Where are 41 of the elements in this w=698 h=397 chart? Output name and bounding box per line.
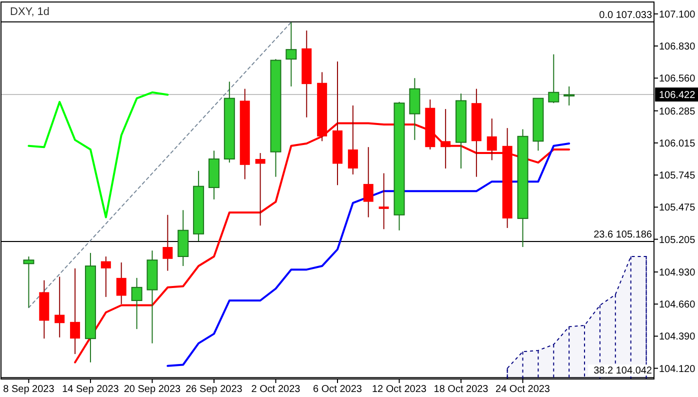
candlestick: [116, 262, 126, 305]
y-tick-label: 105.205: [659, 234, 696, 246]
line-series: [28, 91, 169, 218]
candlestick: [255, 152, 266, 226]
candlestick: [70, 268, 80, 355]
line-series: [166, 142, 570, 367]
y-tick-label: 106.285: [659, 106, 696, 118]
chart-title: DXY, 1d: [10, 6, 50, 18]
y-tick-label: 106.015: [659, 138, 696, 150]
ref-line-label: 0.0 107.033: [599, 10, 652, 21]
candlestick: [162, 214, 173, 272]
candlestick: [548, 54, 560, 104]
ref-line-label: 23.6 105.186: [594, 230, 652, 241]
y-tick-label: 106.560: [659, 74, 696, 85]
candlestick: [100, 256, 111, 298]
y-tick-label: 104.390: [659, 332, 696, 343]
y-tick-label: 105.745: [659, 170, 696, 182]
x-tick-label: 26 Sep 2023: [186, 384, 243, 395]
x-tick-label: 20 Sep 2023: [124, 384, 182, 395]
x-tick-label: 12 Oct 2023: [372, 384, 427, 395]
candlestick: [131, 277, 142, 330]
y-tick-label: 104.930: [659, 267, 696, 278]
x-tick-label: 24 Oct 2023: [496, 384, 550, 395]
y-tick-label: 106.830: [659, 42, 696, 53]
y-tick-label: 107.100: [659, 9, 696, 20]
x-tick-label: 8 Sep 2023: [3, 384, 55, 395]
ref-line-label: 106.422: [659, 90, 696, 102]
candlestick: [54, 276, 65, 338]
candlestick: [378, 172, 389, 230]
x-tick-label: 18 Oct 2023: [434, 384, 489, 395]
x-tick-label: 2 Oct 2023: [251, 384, 301, 395]
candlestick: [363, 146, 374, 218]
x-tick-label: 6 Oct 2023: [313, 384, 362, 395]
y-tick-label: 104.660: [659, 300, 696, 311]
candlestick: [286, 22, 297, 87]
y-tick-label: 105.475: [659, 202, 696, 214]
candlestick: [564, 86, 575, 106]
y-tick-label: 104.120: [659, 364, 696, 375]
candlestick: [23, 256, 34, 308]
ref-line-label: 38.2 104.042: [594, 366, 652, 377]
x-tick-label: 14 Sep 2023: [62, 384, 120, 395]
